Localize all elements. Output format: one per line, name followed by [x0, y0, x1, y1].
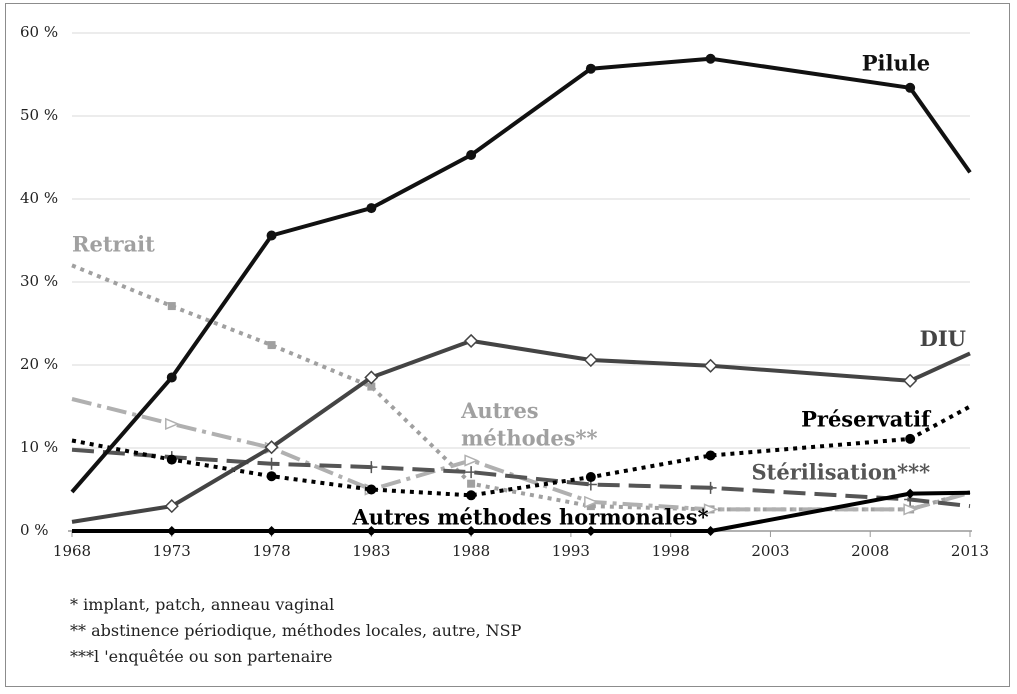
x-tick-label: 1973 [153, 542, 191, 560]
data-point [366, 484, 377, 495]
footnote-2: ** abstinence périodique, méthodes local… [70, 621, 522, 640]
data-point [166, 372, 177, 383]
data-point [905, 433, 916, 444]
data-point [705, 53, 716, 64]
x-tick-label: 1998 [652, 542, 690, 560]
y-tick-label: 10 % [20, 438, 58, 456]
data-point [703, 358, 718, 373]
series-line [71, 397, 971, 512]
y-tick-label: 40 % [20, 189, 58, 207]
series-label-autres-methodes-hormonales: Autres méthodes hormonales* [351, 504, 708, 529]
footnote-1: * implant, patch, anneau vaginal [70, 595, 335, 614]
x-axis: 1968 1973 1978 1983 1988 1993 1998 2003 2008 2013 [53, 530, 989, 560]
series-line [71, 447, 971, 509]
series-pilule [70, 53, 972, 494]
series-label-retrait: Retrait [72, 231, 155, 256]
data-point [266, 471, 277, 482]
data-point [905, 82, 916, 93]
x-tick-label: 1993 [552, 542, 590, 560]
data-point [704, 481, 717, 494]
data-point [703, 503, 719, 516]
series-label-pilule: Pilule [862, 50, 930, 75]
data-point [465, 466, 478, 479]
series-autres-methodes-hormonales [72, 488, 971, 536]
data-point [467, 479, 476, 488]
y-tick-label: 50 % [20, 106, 58, 124]
data-point [586, 502, 595, 511]
x-tick-label: 1978 [252, 542, 290, 560]
grid-lines [72, 32, 970, 449]
series-group [70, 53, 972, 536]
data-point [903, 503, 919, 516]
data-point [585, 472, 596, 483]
data-point [166, 454, 177, 465]
x-tick-label: 2003 [751, 542, 789, 560]
data-point [903, 373, 918, 388]
series-label-sterilisation: Stérilisation*** [752, 460, 931, 485]
series-label-autres: Autres [460, 398, 539, 423]
data-point [464, 454, 480, 467]
data-point [267, 341, 276, 350]
series-preservatif [71, 404, 971, 501]
x-tick-label: 2008 [851, 542, 889, 560]
footnote-3: ***l 'enquêtée ou son partenaire [70, 647, 333, 666]
data-point [705, 526, 716, 536]
y-tick-label: 30 % [20, 272, 58, 290]
footnotes: * implant, patch, anneau vaginal ** abst… [70, 592, 521, 670]
series-label-methodes: méthodes** [461, 426, 597, 451]
y-tick-label: 0 % [20, 521, 49, 539]
y-tick-label: 60 % [20, 23, 58, 41]
data-point [265, 457, 278, 470]
data-point [164, 499, 179, 514]
series-label-diu: DIU [920, 326, 966, 351]
x-tick-label: 1988 [452, 542, 490, 560]
data-point [364, 370, 379, 385]
series-diu [71, 333, 971, 524]
x-tick-label: 1968 [53, 542, 91, 560]
data-point [705, 450, 716, 461]
x-tick-label: 2013 [951, 542, 989, 560]
data-point [466, 150, 477, 161]
data-point [366, 203, 377, 214]
data-point [585, 63, 596, 74]
data-point [264, 440, 279, 455]
data-point [905, 488, 916, 499]
data-point [266, 230, 277, 241]
data-point [166, 526, 177, 536]
contraception-line-chart: 0 % 10 % 20 % 30 % 40 % 50 % 60 % 1968 1973 1978… [20, 23, 989, 560]
series-label-preservatif: Préservatif [801, 406, 932, 431]
data-point [466, 490, 477, 501]
y-axis-tick-labels: 0 % 10 % 20 % 30 % 40 % 50 % 60 % [20, 23, 58, 539]
data-point [466, 526, 477, 536]
data-point [165, 417, 180, 431]
data-point [266, 526, 277, 536]
data-point [365, 461, 378, 474]
data-point [167, 302, 176, 311]
data-point [584, 495, 599, 509]
data-point [585, 526, 596, 536]
data-point [583, 352, 598, 368]
data-point [366, 526, 377, 536]
series-line [71, 404, 971, 498]
x-tick-label: 1983 [352, 542, 390, 560]
data-point [367, 382, 376, 391]
data-point [464, 333, 479, 348]
y-tick-label: 20 % [20, 355, 58, 373]
series-labels: Pilule Retrait DIU Préservatif Stérilisation… [72, 50, 966, 529]
